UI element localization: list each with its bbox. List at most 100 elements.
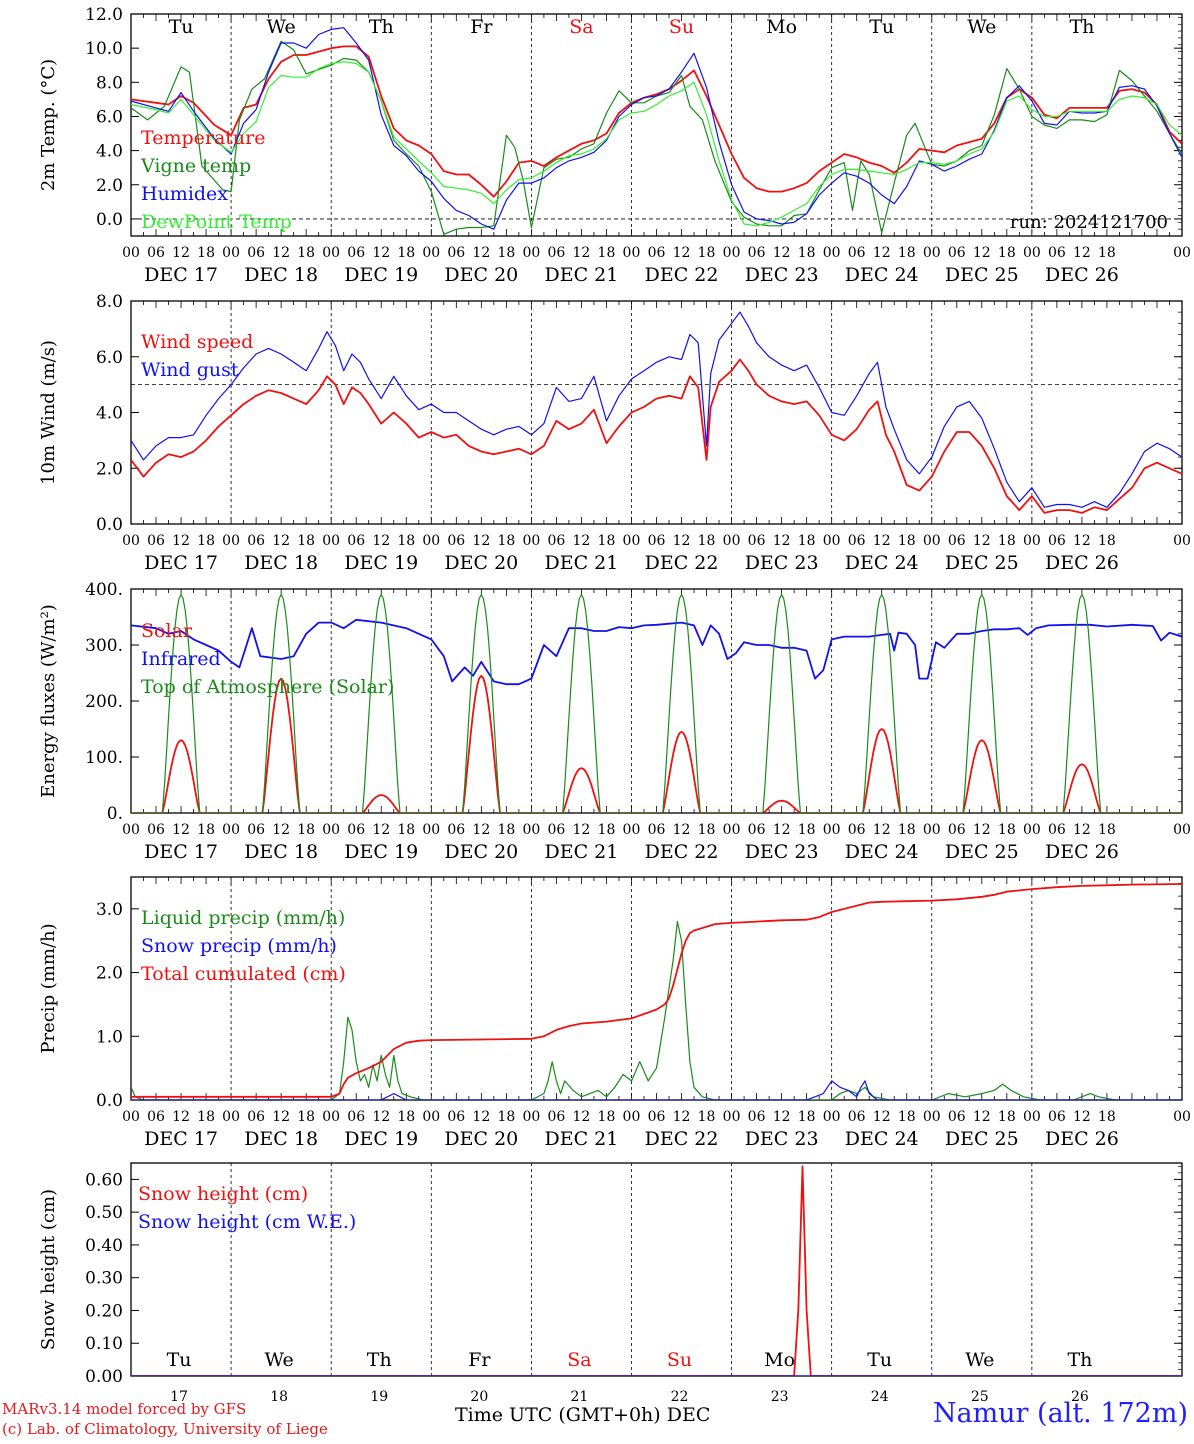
x-hour-label: 18: [798, 1109, 816, 1125]
x-hour-label: 06: [648, 822, 666, 838]
x-hour-label: 12: [873, 1109, 891, 1125]
x-hour-label: 18: [1098, 822, 1116, 838]
y-axis-label: Precip (mm/h): [38, 923, 59, 1053]
y-tick-label: 0.60: [85, 1170, 123, 1190]
weekday-label: Su: [669, 16, 694, 38]
weekday-label: Th: [1067, 1349, 1092, 1371]
x-hour-label: 18: [898, 533, 916, 549]
weekday-label: We: [967, 16, 996, 38]
x-hour-label: 18: [998, 533, 1016, 549]
x-hour-label: 06: [247, 822, 265, 838]
x-hour-label: 06: [147, 822, 165, 838]
x-hour-label: 18: [197, 822, 215, 838]
x-hour-label: 00: [522, 1109, 540, 1125]
x-date-label: DEC 21: [544, 264, 618, 286]
panel-snow: 0.00 0.10 0.20 0.30 0.40 0.50 0.60 Snow height …: [38, 1162, 1183, 1405]
x-hour-label: 00: [1173, 822, 1191, 838]
y-tick-label: 8.0: [96, 292, 123, 312]
legend-humidex: Humidex: [141, 183, 228, 205]
x-hour-label: 12: [773, 533, 791, 549]
x-hour-label: 12: [973, 245, 991, 261]
x-hour-label: 12: [1073, 245, 1091, 261]
y-tick-label: 2.0: [96, 964, 123, 984]
y-tick-label: 0.0: [96, 210, 123, 230]
x-date-label: DEC 23: [745, 552, 819, 574]
legend-snow-height-cm-: Snow height (cm): [138, 1183, 308, 1205]
x-date-label: DEC 17: [144, 841, 218, 863]
y-tick-label: 0.: [107, 804, 123, 824]
x-hour-label: 06: [147, 533, 165, 549]
x-hour-label: 00: [422, 1109, 440, 1125]
x-hour-label: 00: [522, 245, 540, 261]
weekday-label: Tu: [167, 1349, 192, 1371]
x-hour-label: 12: [272, 1109, 290, 1125]
x-date-label: DEC 17: [144, 264, 218, 286]
legend-liquid-precip-mm-h-: Liquid precip (mm/h): [141, 907, 345, 929]
series-line-solar: [131, 674, 1182, 813]
x-hour-label: 06: [447, 822, 465, 838]
legend-solar: Solar: [141, 620, 193, 642]
lab-credit: (c) Lab. of Climatology, University of L…: [2, 1420, 328, 1438]
y-tick-label: 0.0: [96, 1091, 123, 1111]
weekday-label: Tu: [169, 16, 194, 38]
x-hour-label: 12: [1073, 533, 1091, 549]
y-tick-label: 2.0: [96, 459, 123, 479]
x-hour-label: 18: [297, 1109, 315, 1125]
plot-frame: [130, 300, 1183, 525]
x-hour-label: 18: [497, 822, 515, 838]
x-hour-label: 06: [147, 245, 165, 261]
x-date-label: DEC 24: [845, 264, 919, 286]
series-line-top-of-atmosphere-solar-: [131, 594, 1182, 813]
x-hour-label: 00: [623, 822, 641, 838]
x-hour-label: 18: [898, 1109, 916, 1125]
x-hour-label: 12: [773, 822, 791, 838]
legend-wind-speed: Wind speed: [141, 331, 253, 353]
x-date-label: DEC 24: [845, 552, 919, 574]
y-tick-label: 400.: [85, 580, 123, 600]
x-hour-label: 12: [172, 822, 190, 838]
x-hour-label: 00: [623, 1109, 641, 1125]
y-tick-label: 4.0: [96, 142, 123, 162]
series-line-snow-precip-mm-h-: [131, 1080, 1182, 1100]
x-hour-label: 18: [598, 533, 616, 549]
x-hour-label: 18: [998, 822, 1016, 838]
x-hour-label: 12: [873, 245, 891, 261]
x-date-label: DEC 23: [745, 1128, 819, 1150]
x-hour-label: 00: [1173, 1109, 1191, 1125]
y-axis-label: Energy fluxes (W/m²): [38, 604, 59, 798]
x-hour-label: 18: [1098, 245, 1116, 261]
day-number-label: 20: [470, 1389, 488, 1405]
x-hour-label: 00: [222, 533, 240, 549]
x-hour-label: 12: [472, 533, 490, 549]
x-hour-label: 06: [447, 245, 465, 261]
day-number-label: 19: [370, 1389, 388, 1405]
x-hour-label: 00: [1173, 533, 1191, 549]
x-hour-label: 18: [898, 822, 916, 838]
x-date-label: DEC 24: [845, 841, 919, 863]
x-date-label: DEC 25: [945, 552, 1019, 574]
x-hour-label: 06: [648, 245, 666, 261]
series-line-total-cumulated-cm-: [131, 883, 1182, 1098]
x-hour-label: 12: [673, 533, 691, 549]
x-hour-label: 12: [172, 245, 190, 261]
y-tick-label: 6.0: [96, 348, 123, 368]
x-date-label: DEC 26: [1045, 552, 1119, 574]
y-tick-label: 0.40: [85, 1236, 123, 1256]
x-hour-label: 18: [698, 533, 716, 549]
x-hour-label: 00: [723, 533, 741, 549]
x-hour-label: 12: [472, 245, 490, 261]
x-hour-label: 06: [247, 245, 265, 261]
x-hour-label: 06: [247, 1109, 265, 1125]
x-hour-label: 18: [898, 245, 916, 261]
x-hour-label: 00: [1023, 822, 1041, 838]
x-hour-label: 06: [547, 1109, 565, 1125]
x-date-label: DEC 24: [845, 1128, 919, 1150]
x-date-label: DEC 20: [444, 264, 518, 286]
x-hour-label: 12: [172, 1109, 190, 1125]
x-hour-label: 12: [272, 822, 290, 838]
x-hour-label: 18: [698, 245, 716, 261]
y-tick-label: 300.: [85, 636, 123, 656]
day-number-label: 23: [771, 1389, 789, 1405]
y-tick-label: 12.0: [85, 5, 123, 25]
x-hour-label: 12: [973, 533, 991, 549]
